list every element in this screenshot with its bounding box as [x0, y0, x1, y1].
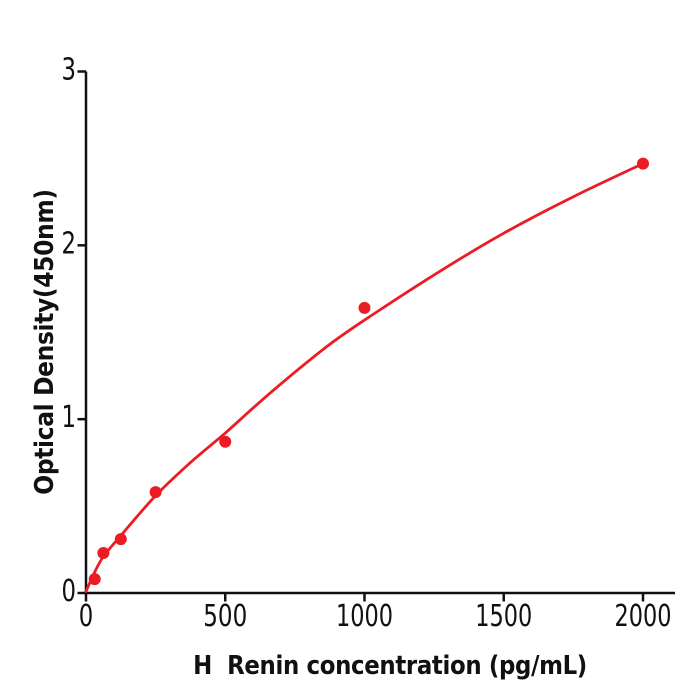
data-point-marker [637, 157, 649, 170]
x-tick-label: 1500 [475, 599, 532, 634]
x-tick-label: 0 [79, 599, 94, 634]
y-tick-label: 0 [62, 574, 77, 609]
x-tick-label: 1000 [336, 599, 393, 634]
y-tick-label: 1 [62, 400, 77, 435]
data-point-marker [358, 301, 371, 314]
data-point-marker [149, 486, 162, 499]
fitted-curve-line [84, 162, 645, 593]
y-axis-label: Optical Density(450nm) [30, 189, 60, 495]
data-point-marker [97, 547, 110, 560]
y-tick-label: 2 [62, 226, 77, 261]
x-axis-label: H Renin concentration (pg/mL) [193, 651, 587, 681]
x-tick-label: 2000 [615, 599, 672, 634]
data-point-marker [88, 573, 101, 586]
data-point-marker [219, 435, 232, 448]
data-point-marker [114, 533, 127, 546]
y-tick-label: 3 [62, 53, 77, 88]
x-tick-label: 500 [203, 599, 247, 634]
